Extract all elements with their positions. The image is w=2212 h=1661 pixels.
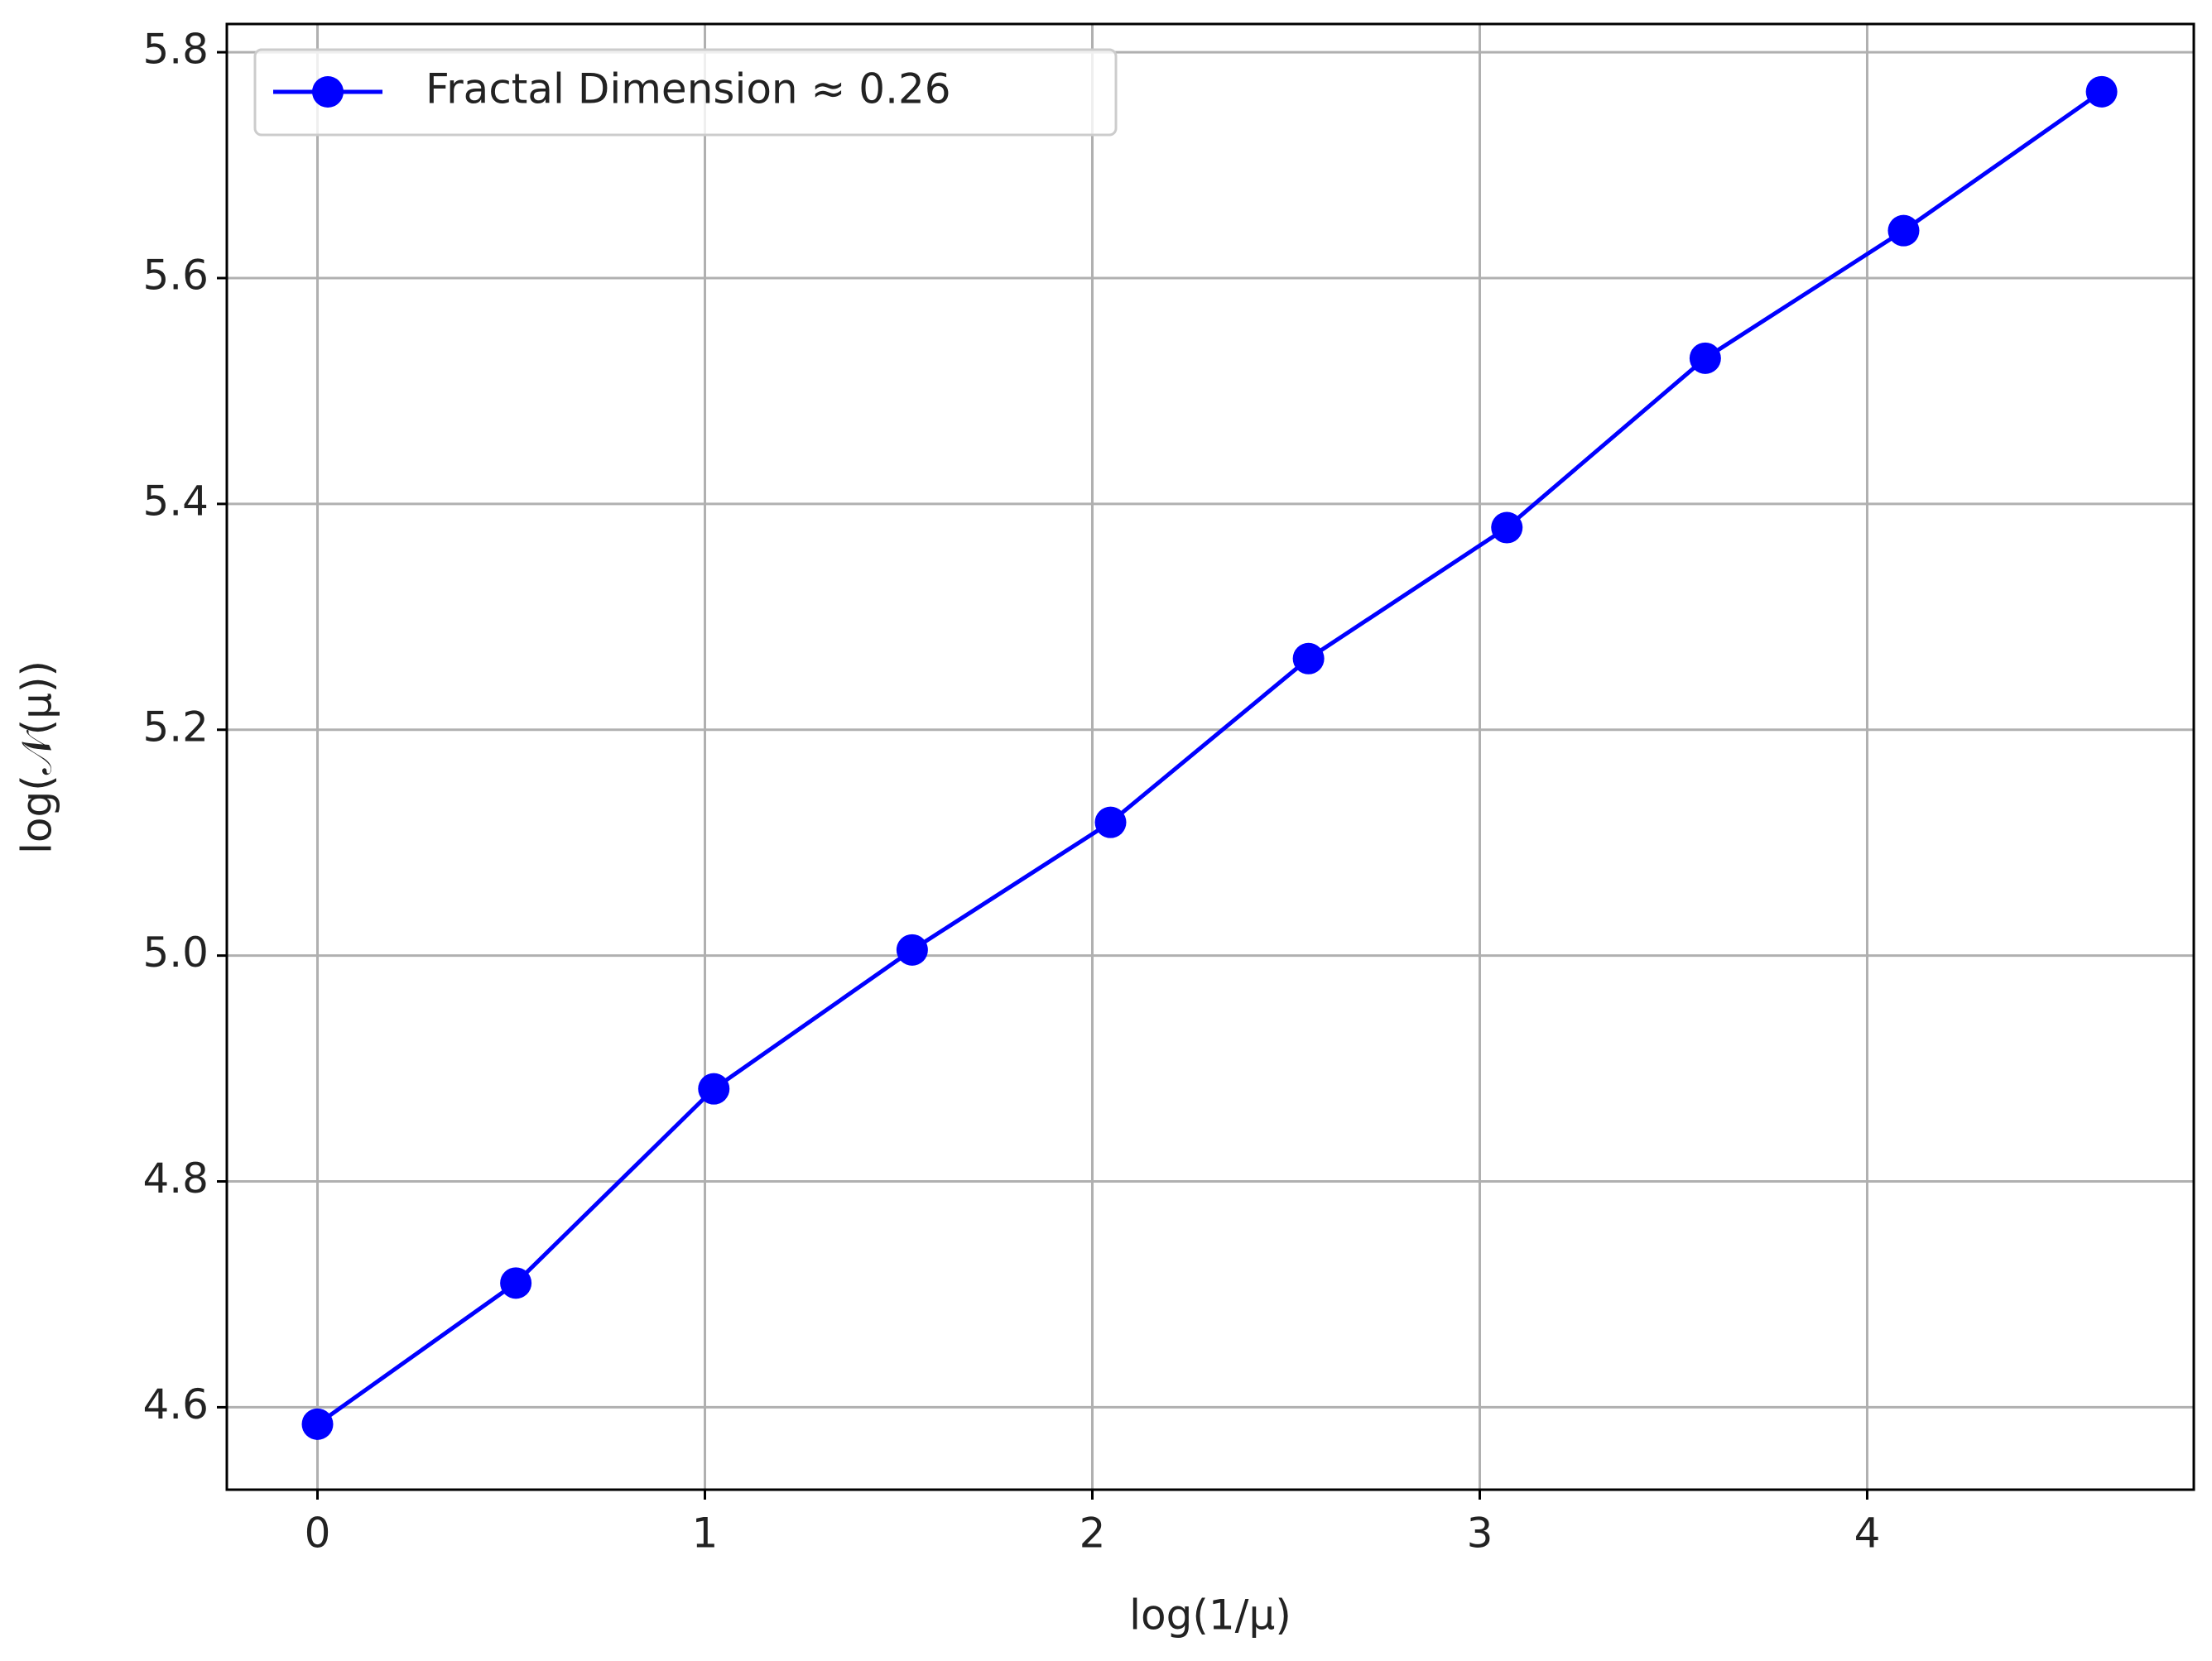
data-point xyxy=(301,1408,334,1440)
legend-marker xyxy=(312,76,344,108)
data-point xyxy=(500,1267,532,1299)
y-tick-label: 5.8 xyxy=(142,26,209,74)
y-tick-label: 5.4 xyxy=(142,477,209,525)
x-tick-label: 2 xyxy=(1080,1510,1106,1558)
data-point xyxy=(1887,214,1920,247)
data-line xyxy=(316,89,2104,1426)
legend-label: Fractal Dimension ≈ 0.26 xyxy=(426,65,951,113)
data-point xyxy=(896,934,928,966)
y-tick-label: 5.0 xyxy=(142,929,209,977)
data-point xyxy=(1491,511,1523,544)
y-tick-label: 5.6 xyxy=(142,251,209,299)
y-tick-label: 4.6 xyxy=(142,1380,209,1428)
y-tick-label: 4.8 xyxy=(142,1155,209,1203)
data-point xyxy=(2085,75,2118,108)
x-tick-label: 3 xyxy=(1467,1510,1493,1558)
y-axis-label: log(𝒩(μ)) xyxy=(13,660,61,854)
plot-frame xyxy=(225,22,2195,1491)
x-axis-label: log(1/μ) xyxy=(1129,1591,1291,1639)
legend-box xyxy=(253,48,1118,137)
x-tick-label: 1 xyxy=(692,1510,719,1558)
data-point xyxy=(1292,642,1325,674)
y-tick-label: 5.2 xyxy=(142,703,209,751)
data-point xyxy=(1689,342,1721,374)
x-tick-label: 0 xyxy=(305,1510,331,1558)
data-point xyxy=(698,1073,730,1105)
x-tick-label: 4 xyxy=(1854,1510,1881,1558)
data-point xyxy=(1094,806,1127,838)
